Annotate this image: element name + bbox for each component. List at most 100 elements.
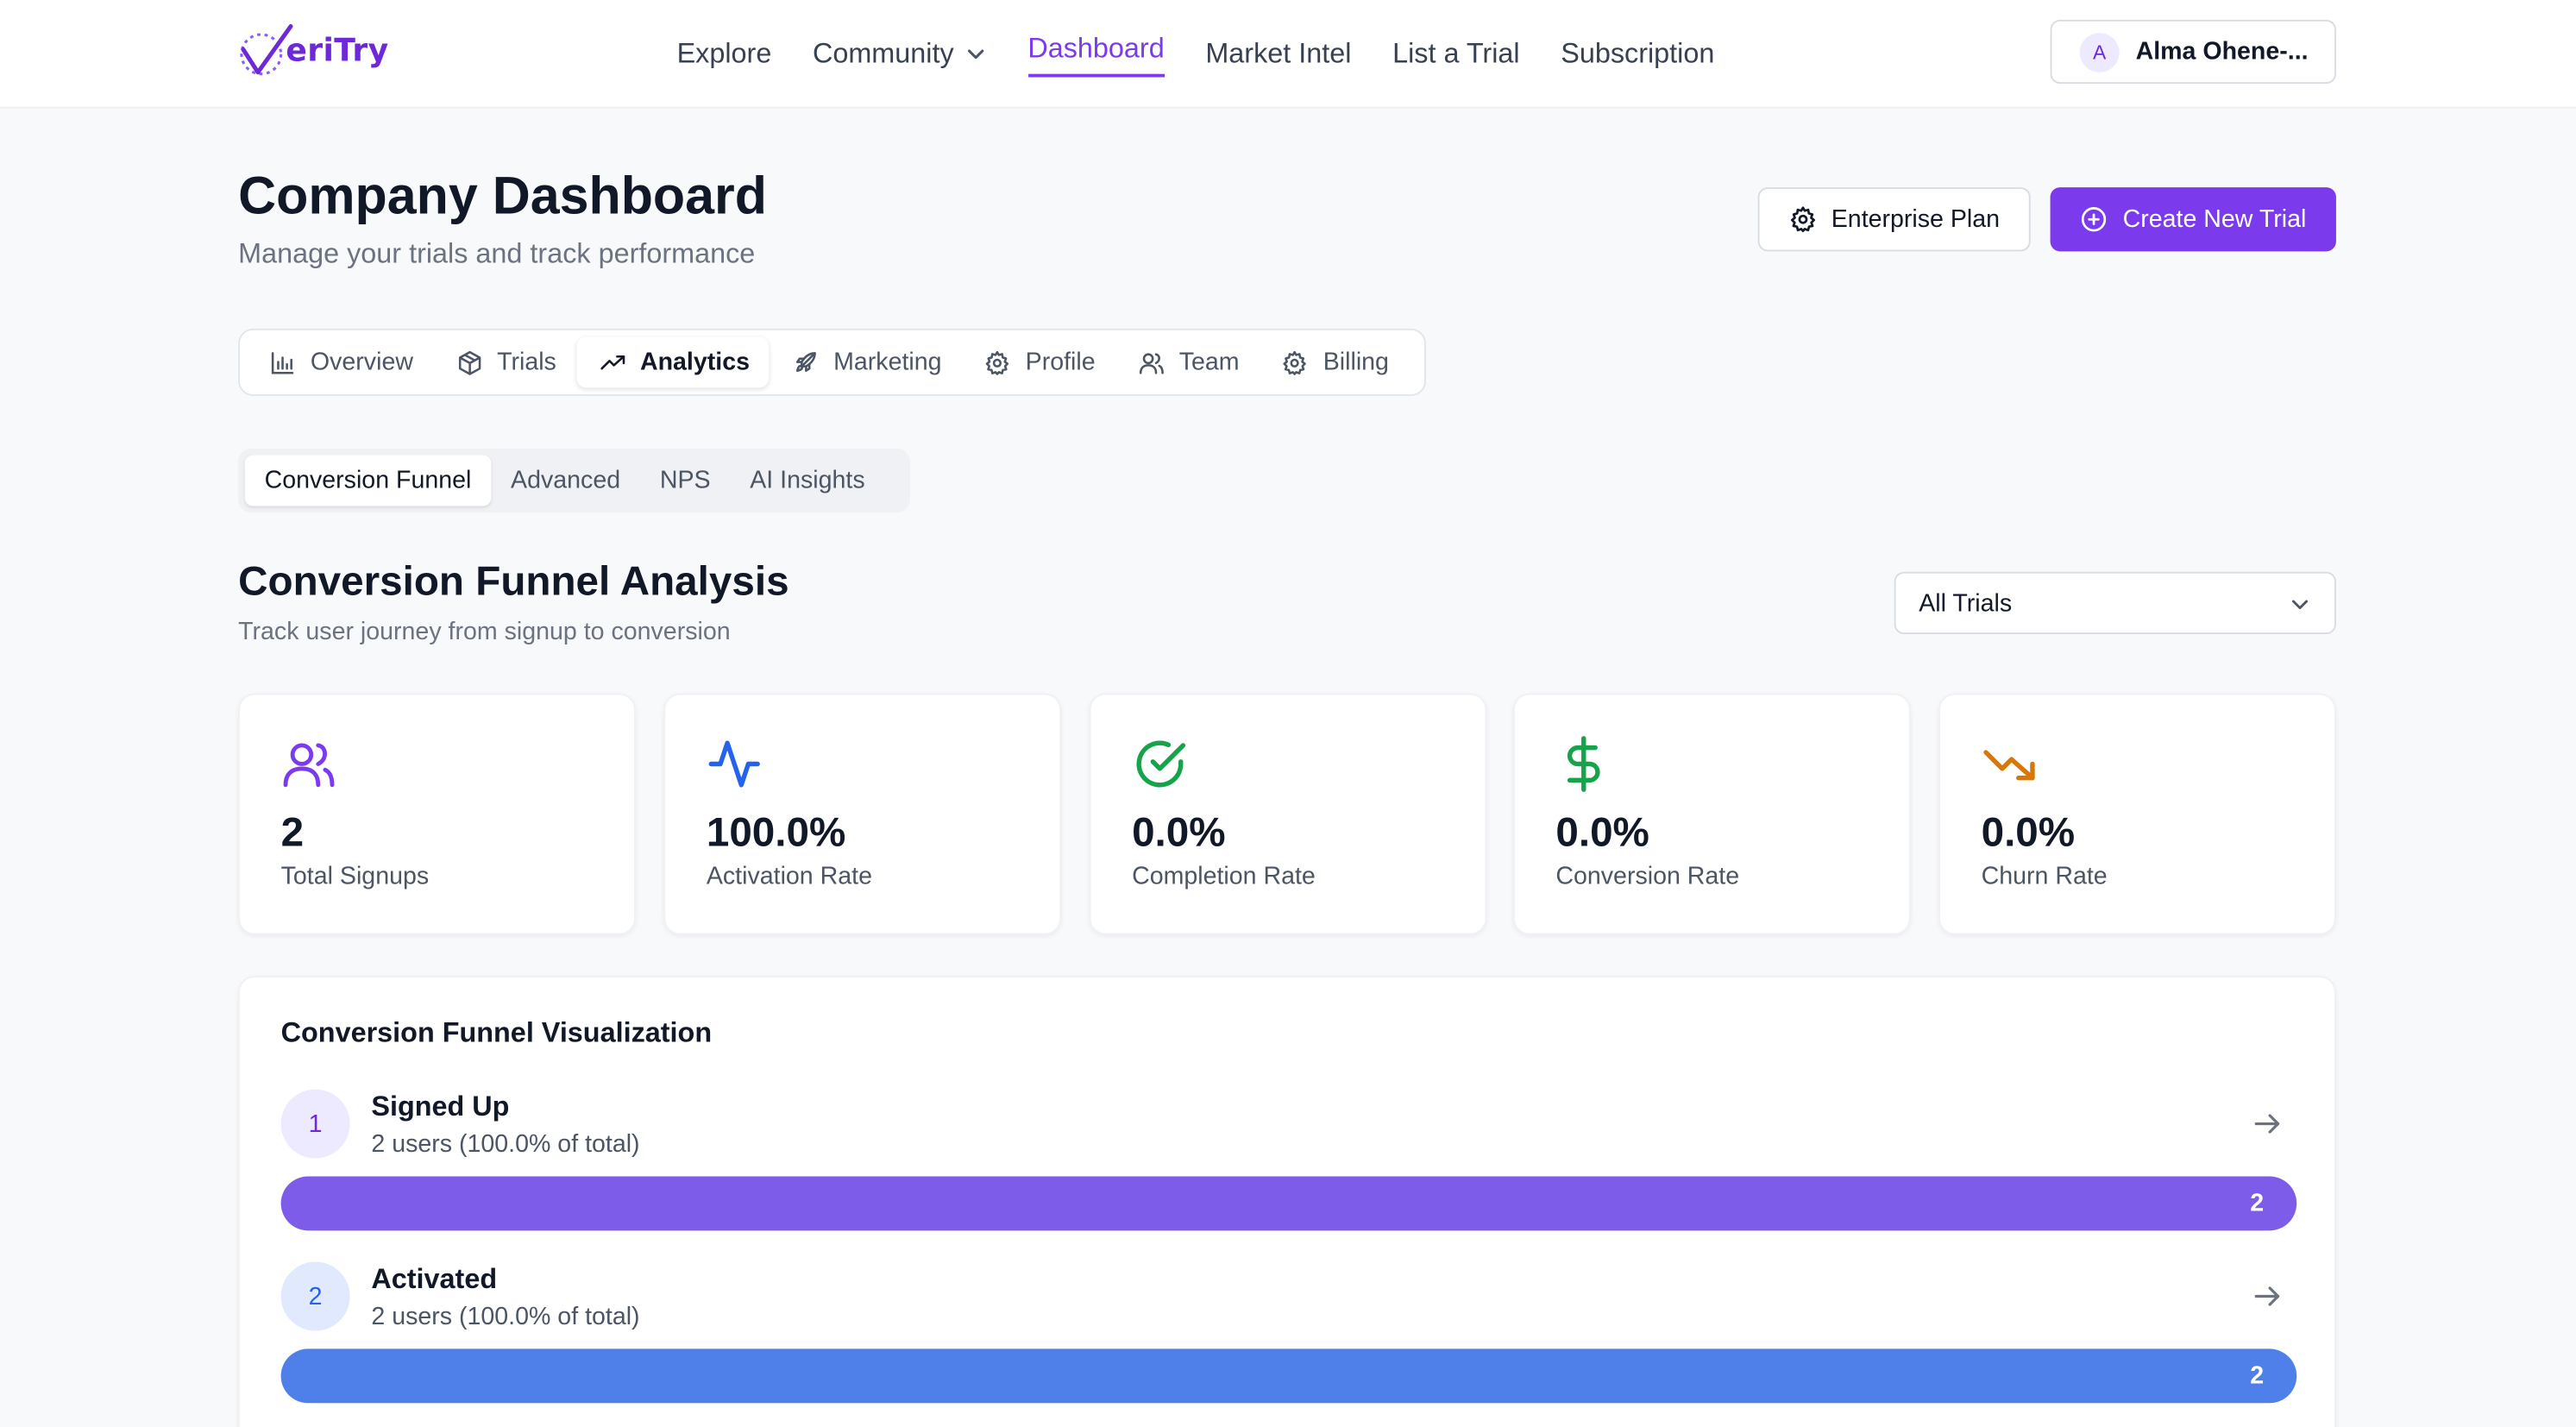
funnel-visualization-card: Conversion Funnel Visualization 1 Signed… [238,976,2336,1427]
arrow-right-icon[interactable] [2251,1279,2284,1312]
logo[interactable]: eriTry [236,22,388,81]
stat-label: Activation Rate [706,862,872,891]
tab-trials-label: Trials [497,348,556,377]
chevron-down-icon [967,49,983,60]
user-menu-button[interactable]: A Alma Ohene-... [2050,19,2336,85]
nav-community[interactable]: Community [813,0,987,109]
tab-team-label: Team [1178,348,1240,377]
stage-name: Activated [371,1263,498,1295]
nav-market-intel[interactable]: Market Intel [1205,0,1351,109]
trial-filter-select[interactable]: All Trials [1894,571,2336,635]
tab-analytics-label: Analytics [639,348,750,377]
tab-overview-label: Overview [310,348,413,377]
stage-bar-count: 2 [2250,1189,2265,1218]
nav-list-a-trial-label: List a Trial [1392,37,1520,69]
tab-team[interactable]: Team [1115,336,1259,387]
tab-analytics[interactable]: Analytics [575,336,770,388]
subtab-ai-insights[interactable]: AI Insights [750,466,865,495]
create-new-trial-button[interactable]: Create New Trial [2050,187,2336,252]
stat-card-conversion-rate: 0.0% Conversion Rate [1512,693,1911,935]
tab-trials[interactable]: Trials [433,336,576,387]
main-nav: Explore Community Dashboard Market Intel… [677,0,1756,109]
stage-bar-count: 2 [2250,1361,2265,1391]
trending-up-icon [600,355,625,369]
stat-card-completion-rate: 0.0% Completion Rate [1089,693,1487,935]
users-icon [283,743,335,788]
funnel-stage-signed-up: 1 Signed Up 2 users (100.0% of total) 2 [280,1089,2297,1237]
analytics-subtabs: Conversion Funnel Advanced NPS AI Insigh… [238,448,910,513]
nav-dashboard-label: Dashboard [1027,33,1165,65]
section-subtitle: Track user journey from signup to conver… [238,618,731,646]
stat-card-total-signups: 2 Total Signups [238,693,636,935]
enterprise-plan-button[interactable]: Enterprise Plan [1757,187,2031,252]
user-name: Alma Ohene-... [2135,37,2309,66]
stage-bar-fill: 2 [280,1176,2297,1231]
stat-label: Total Signups [280,862,430,891]
logo-text: eriTry [286,33,389,69]
plus-circle-icon [2082,207,2107,232]
stage-meta: 2 users (100.0% of total) [371,1130,640,1159]
funnel-title: Conversion Funnel Visualization [280,1016,713,1048]
trending-down-icon [1983,750,2035,781]
tab-overview[interactable]: Overview [247,336,433,387]
stat-label: Churn Rate [1981,862,2108,891]
page-subtitle: Manage your trials and track performance [238,238,756,270]
logo-check-icon [240,23,293,76]
avatar: A [2079,32,2120,72]
tab-profile[interactable]: Profile [961,336,1115,387]
nav-list-a-trial[interactable]: List a Trial [1392,0,1520,109]
tab-billing-label: Billing [1323,348,1389,377]
arrow-right-icon[interactable] [2251,1107,2284,1140]
dollar-icon [1567,736,1600,792]
stat-value: 0.0% [1555,809,1649,857]
stage-step-badge: 2 [280,1261,350,1331]
nav-explore-label: Explore [676,37,772,69]
tab-profile-label: Profile [1025,348,1096,377]
nav-subscription[interactable]: Subscription [1561,0,1714,109]
stat-card-churn-rate: 0.0% Churn Rate [1938,693,2336,935]
gear-icon [1790,206,1815,233]
nav-subscription-label: Subscription [1561,37,1715,69]
subtab-nps[interactable]: NPS [659,466,711,495]
stat-value: 100.0% [706,809,846,857]
nav-dashboard[interactable]: Dashboard [1027,0,1165,109]
check-circle-icon [1136,740,1186,788]
stat-label: Completion Rate [1132,862,1316,891]
bar-chart-icon [271,351,294,374]
nav-active-underline [1027,73,1165,78]
stage-bar-track: 2 [280,1348,2297,1404]
subtab-conversion-funnel[interactable]: Conversion Funnel [244,455,492,506]
tab-billing[interactable]: Billing [1259,336,1408,387]
chevron-down-icon [2291,600,2309,610]
stage-meta: 2 users (100.0% of total) [371,1303,640,1331]
gear-icon [1284,349,1307,374]
stat-value: 2 [280,809,305,857]
stat-value: 0.0% [1132,809,1226,857]
nav-community-label: Community [812,37,954,69]
subtab-advanced[interactable]: Advanced [511,466,621,495]
stat-card-activation-rate: 100.0% Activation Rate [663,693,1062,935]
package-icon [458,349,481,374]
create-new-trial-label: Create New Trial [2122,205,2307,234]
stat-label: Conversion Rate [1555,862,1740,891]
tab-marketing[interactable]: Marketing [770,336,962,387]
funnel-stage-activated: 2 Activated 2 users (100.0% of total) 2 [280,1261,2297,1410]
stat-value: 0.0% [1981,809,2076,857]
rocket-icon [796,351,817,372]
activity-icon [708,740,760,788]
top-header: eriTry Explore Community Dashboard Marke… [0,0,2576,109]
nav-market-intel-label: Market Intel [1205,37,1352,69]
page-title: Company Dashboard [238,166,767,225]
stage-name: Signed Up [371,1091,510,1122]
tab-marketing-label: Marketing [833,348,942,377]
trial-filter-value: All Trials [1919,588,2013,618]
dashboard-tabs: Overview Trials Analytics Marketing Prof… [238,328,1426,396]
enterprise-plan-label: Enterprise Plan [1831,205,2001,234]
stage-bar-track: 2 [280,1176,2297,1231]
users-icon [1139,352,1164,374]
gear-icon [986,349,1009,374]
stage-bar-fill: 2 [280,1348,2297,1404]
section-title: Conversion Funnel Analysis [238,558,789,605]
nav-explore[interactable]: Explore [677,0,772,109]
stage-step-badge: 1 [280,1089,350,1159]
